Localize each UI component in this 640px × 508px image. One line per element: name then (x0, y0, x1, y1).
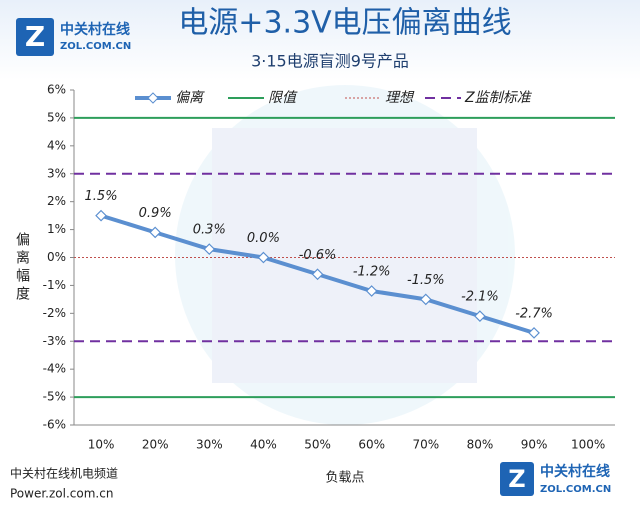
data-label: -1.5% (407, 273, 445, 288)
data-point (528, 327, 540, 339)
y-tick-label: 1% (47, 222, 66, 236)
footer-line: 中关村在线机电频道 (10, 466, 118, 481)
data-point (149, 226, 162, 239)
logo-name: 中关村在线 (60, 21, 130, 38)
data-point (365, 285, 378, 297)
legend-label: 理想 (385, 90, 415, 106)
logo-top: Z 中关村在线 ZOL.COM.CN (16, 18, 131, 56)
data-label: 0.0% (247, 231, 280, 246)
logo-name: 中关村在线 (540, 463, 610, 480)
data-point (257, 251, 270, 264)
data-point (311, 268, 324, 281)
legend-label: 偏离 (175, 90, 205, 106)
chart-subtitle: 3·15电源盲测9号产品 (251, 52, 409, 71)
logo-bottom: Z 中关村在线 ZOL.COM.CN (500, 462, 611, 496)
data-point (95, 209, 107, 222)
y-tick-label: -6% (43, 418, 66, 432)
watermark (175, 85, 515, 425)
x-axis-label: 负载点 (325, 471, 364, 486)
x-tick-label: 70% (412, 438, 439, 452)
x-tick-label: 40% (250, 438, 277, 452)
data-label: -0.6% (299, 248, 337, 263)
y-tick-label: -2% (43, 306, 66, 320)
data-label: 0.3% (193, 223, 226, 238)
legend-label: Z监制标准 (464, 90, 533, 106)
data-point (203, 243, 216, 255)
footer-line: Power.zol.com.cn (10, 487, 113, 501)
logo-domain: ZOL.COM.CN (60, 41, 131, 52)
y-tick-label: 5% (47, 110, 66, 124)
svg-text:Z: Z (508, 465, 525, 493)
data-point (474, 310, 486, 322)
y-tick-label: -1% (43, 278, 66, 292)
data-label: -1.2% (353, 265, 391, 280)
y-tick-label: 3% (47, 166, 66, 180)
y-tick-label: 0% (47, 250, 66, 264)
y-tick-label: -3% (43, 334, 66, 348)
legend-label: 限值 (268, 90, 298, 106)
x-tick-label: 20% (142, 438, 169, 452)
y-tick-label: 2% (47, 194, 66, 208)
x-tick-label: 30% (196, 438, 223, 452)
svg-text:Z: Z (25, 20, 45, 53)
logo-domain: ZOL.COM.CN (540, 484, 611, 495)
y-tick-label: -4% (43, 362, 66, 376)
data-label: 0.9% (139, 206, 172, 221)
y-tick-label: -5% (43, 390, 66, 404)
data-label: -2.1% (461, 290, 499, 305)
header-bg (0, 0, 640, 80)
x-tick-label: 80% (467, 438, 494, 452)
chart-title: 电源+3.3V电压偏离曲线 (178, 6, 511, 41)
x-tick-label: 50% (304, 438, 331, 452)
x-tick-label: 90% (521, 438, 548, 452)
x-tick-label: 10% (88, 438, 115, 452)
data-label: -2.7% (515, 306, 553, 321)
data-point (419, 293, 432, 306)
x-tick-label: 60% (358, 438, 385, 452)
legend-marker (147, 92, 159, 104)
x-tick-label: 100% (571, 438, 605, 452)
data-label: 1.5% (85, 189, 118, 204)
y-axis-label: 偏离幅度 (14, 232, 30, 304)
y-tick-label: 6% (47, 83, 66, 97)
y-tick-label: 4% (47, 138, 66, 152)
